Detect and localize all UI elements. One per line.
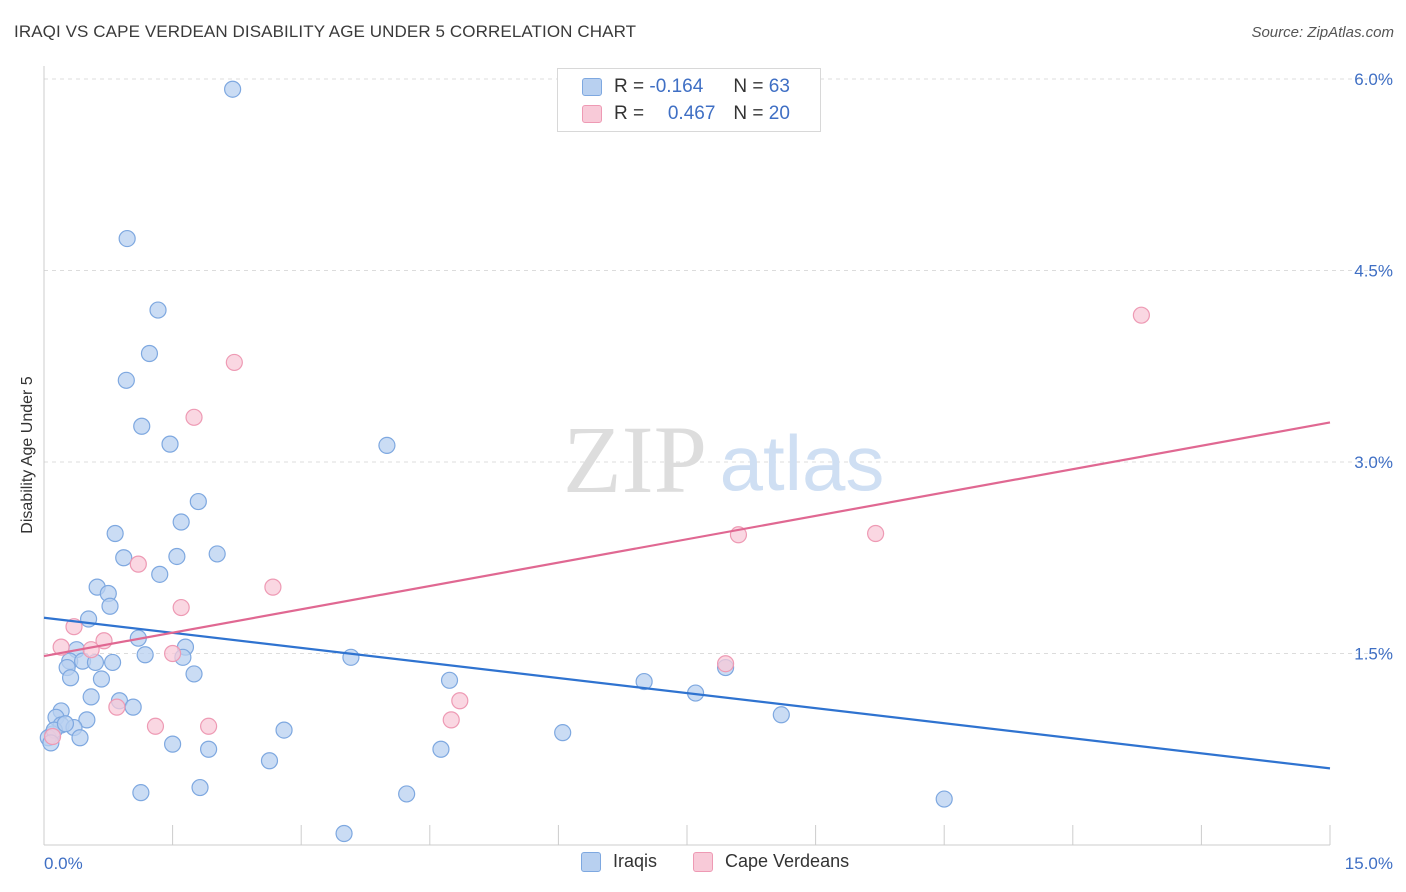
cape-verdean-point: [867, 524, 885, 543]
iraqi-point: [189, 492, 207, 511]
cape-verdean-point: [146, 717, 165, 735]
watermark: ZIP atlas: [563, 406, 884, 513]
iraqi-swatch: [581, 851, 601, 872]
iraqi-point: [136, 646, 154, 664]
cape-verdean-point: [82, 641, 100, 659]
iraqi-point: [117, 371, 135, 389]
y-tick-label: 3.0%: [1354, 453, 1393, 472]
legend-row-iraqis: R = -0.164 N = 63: [582, 75, 790, 99]
cape-verdean-point: [1132, 306, 1150, 324]
iraqi-point: [200, 740, 218, 758]
iraqi-point: [935, 790, 953, 808]
iraqi-point: [61, 669, 80, 687]
cape-verdean-point: [264, 578, 282, 596]
iraqi-point: [635, 672, 653, 691]
iraqi-point: [124, 698, 142, 716]
axes: [43, 66, 1331, 846]
cape-verdean-point: [108, 698, 126, 716]
source-label: Source: ZipAtlas.com: [1251, 24, 1394, 41]
n-value: 20: [768, 103, 790, 124]
y-tick-label: 4.5%: [1354, 262, 1393, 281]
iraqi-point: [164, 735, 182, 753]
y-tick-label: 6.0%: [1354, 70, 1393, 89]
iraqi-point: [275, 721, 293, 739]
iraqi-point: [118, 229, 136, 248]
iraqi-point: [224, 80, 242, 98]
iraqi-point: [103, 653, 122, 672]
iraqi-point: [106, 524, 124, 543]
n-label: N =: [733, 76, 764, 97]
iraqi-trend-line: [43, 616, 1331, 770]
watermark-zip: ZIP: [563, 406, 707, 513]
iraqi-point: [101, 597, 119, 615]
cape-verdean-point: [451, 692, 469, 710]
iraqi-point: [208, 545, 226, 563]
trend-lines: [43, 421, 1331, 770]
iraqi-point: [185, 665, 203, 683]
iraqi-point: [78, 711, 96, 729]
r-label: R =: [614, 103, 645, 124]
legend-item-iraqis[interactable]: Iraqis: [581, 851, 657, 872]
iraqi-point: [151, 565, 169, 583]
iraqi-point: [172, 513, 190, 531]
iraqi-point: [82, 688, 100, 706]
iraqi-point: [772, 706, 790, 724]
cape-verdean-swatch: [582, 105, 602, 123]
correlation-legend: R = -0.164 N = 63 R = 0.467 N = 20: [557, 68, 821, 132]
iraqi-point: [432, 740, 450, 758]
legend-row-cape-verdeans: R = 0.467 N = 20: [582, 102, 790, 126]
iraqi-point: [378, 436, 396, 455]
cape-verdean-point: [172, 598, 190, 617]
iraqi-point: [440, 671, 459, 689]
tick-labels: 1.5% 3.0% 4.5% 6.0% 0.0% 15.0%: [44, 70, 1393, 873]
cape-verdean-swatch: [693, 851, 713, 872]
iraqi-point: [92, 670, 111, 688]
iraqi-point: [554, 724, 572, 742]
iraqi-point: [71, 729, 89, 747]
n-value: 63: [768, 76, 790, 97]
cape-verdean-point: [185, 408, 203, 426]
watermark-atlas: atlas: [720, 419, 885, 507]
cape-verdean-point: [442, 711, 460, 729]
cape-verdean-point: [129, 555, 147, 573]
iraqi-point: [168, 547, 186, 566]
r-label: R =: [614, 76, 645, 97]
cape-verdean-point: [225, 353, 243, 372]
r-value: 0.467: [667, 103, 716, 124]
iraqi-point: [260, 752, 279, 770]
n-label: N =: [733, 103, 764, 124]
x-tick-label: 15.0%: [1345, 854, 1393, 873]
iraqi-point: [140, 344, 159, 363]
y-tick-label: 1.5%: [1354, 645, 1393, 664]
cape-verdean-trend-line: [43, 421, 1331, 658]
iraqi-point: [56, 715, 75, 733]
iraqi-point: [115, 549, 133, 567]
legend-label-iraqis: Iraqis: [613, 851, 658, 871]
cape-verdean-point: [716, 655, 735, 673]
legend-item-cape-verdeans[interactable]: Cape Verdeans: [693, 851, 849, 872]
iraqi-point: [132, 784, 150, 802]
x-tick-label: 0.0%: [44, 854, 83, 873]
iraqi-point: [335, 824, 353, 843]
iraqi-point: [149, 301, 167, 319]
iraqi-point: [191, 778, 209, 797]
legend-label-cape-verdeans: Cape Verdeans: [725, 851, 850, 871]
cape-verdean-point: [200, 717, 218, 735]
iraqi-point: [161, 435, 179, 453]
iraqi-point: [342, 648, 360, 666]
y-axis-title: Disability Age Under 5: [19, 376, 36, 534]
cape-verdean-point: [43, 727, 62, 746]
iraqi-point: [398, 785, 416, 803]
cape-verdean-point: [164, 644, 182, 663]
r-value: -0.164: [649, 76, 704, 97]
iraqi-point: [133, 417, 151, 435]
iraqi-swatch: [582, 78, 602, 96]
chart-title: IRAQI VS CAPE VERDEAN DISABILITY AGE UND…: [14, 22, 637, 41]
gridlines: [44, 78, 1392, 654]
